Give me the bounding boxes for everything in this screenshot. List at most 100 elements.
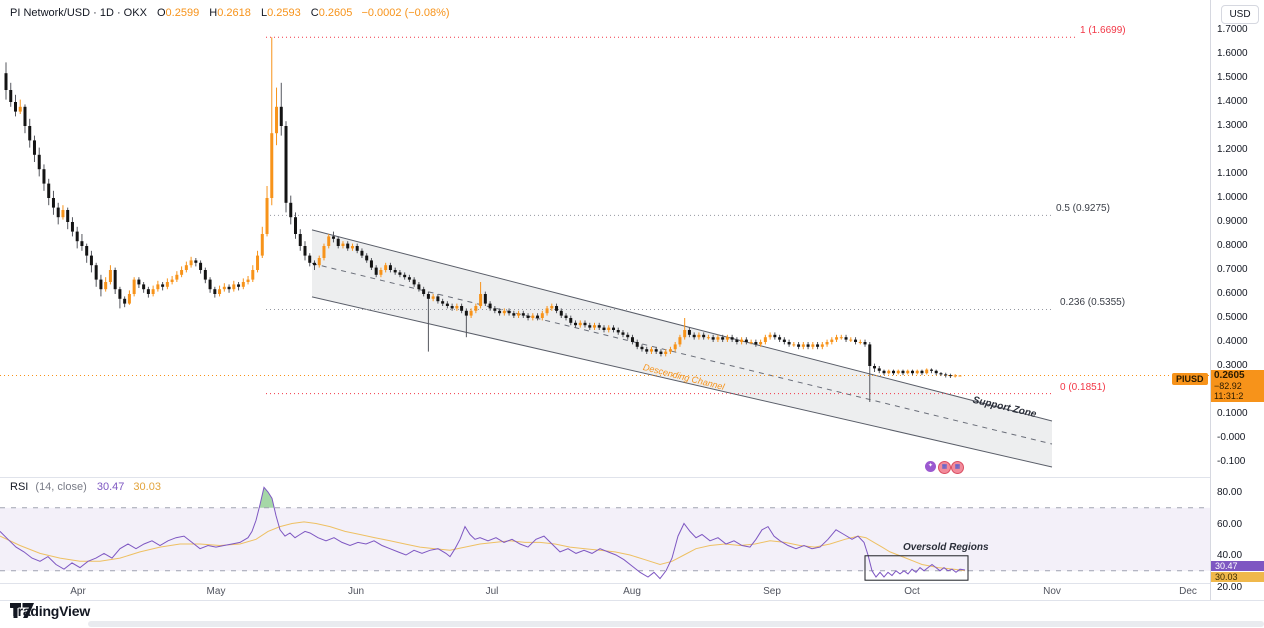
price-tick-label: 1.0000 xyxy=(1217,192,1248,203)
candle-body xyxy=(763,337,767,342)
red-emoji-sticker[interactable]: ▦ xyxy=(938,461,951,474)
oversold-rectangle[interactable] xyxy=(864,555,969,581)
candle-body xyxy=(635,342,639,347)
high-value: 0.2618 xyxy=(217,7,251,19)
candle-body xyxy=(80,241,84,246)
time-axis[interactable]: Apr May Jun Jul Aug Sep Oct Nov Dec xyxy=(0,583,1210,600)
candle-body xyxy=(118,289,122,299)
candle-body xyxy=(735,339,739,342)
candle-body xyxy=(75,231,79,242)
fib-level-label[interactable]: 0.5 (0.9275) xyxy=(1056,203,1110,215)
candle-body xyxy=(626,334,630,338)
open-label: O xyxy=(156,7,166,19)
candle-body xyxy=(99,279,103,290)
candle-body xyxy=(289,202,293,218)
rsi-params: (14, close) xyxy=(35,481,87,493)
price-tick-label: -0.100 xyxy=(1217,456,1246,467)
purple-emoji-sticker[interactable]: ✦ xyxy=(925,461,936,472)
symbol-legend[interactable]: PI Network/USD · 1D · OKX O0.2599 H0.261… xyxy=(10,7,450,19)
oversold-regions-label[interactable]: Oversold Regions xyxy=(903,542,989,553)
channel-mid-line[interactable] xyxy=(311,262,1053,445)
time-tick-label: Nov xyxy=(1043,586,1061,597)
candle-body xyxy=(189,260,193,266)
candle-body xyxy=(218,289,222,294)
candle-body xyxy=(896,370,900,374)
channel-lower-line[interactable] xyxy=(311,296,1053,468)
time-tick-label: Aug xyxy=(623,586,641,597)
candle-body xyxy=(711,337,715,340)
fib-level-label[interactable]: 1 (1.6699) xyxy=(1080,25,1126,37)
price-tick-label: 0.6000 xyxy=(1217,288,1248,299)
tradingview-logo-icon xyxy=(10,603,34,618)
candle-body xyxy=(241,282,245,287)
candle-body xyxy=(132,279,136,294)
time-tick-label: Apr xyxy=(70,586,86,597)
candle-body xyxy=(687,330,691,335)
symbol-title[interactable]: PI Network/USD · 1D · OKX xyxy=(10,7,147,19)
candle-body xyxy=(873,366,877,369)
candle-body xyxy=(350,246,354,249)
candle-body xyxy=(308,255,312,263)
candle-body xyxy=(640,346,644,350)
candle-body xyxy=(312,262,316,266)
candle-body xyxy=(882,370,886,374)
pane-separator[interactable] xyxy=(0,477,1264,478)
candle-body xyxy=(649,349,653,352)
candle-body xyxy=(474,306,478,311)
candle-body xyxy=(697,334,701,338)
price-tick-label: 1.6000 xyxy=(1217,48,1248,59)
currency-toggle-button[interactable]: USD xyxy=(1221,5,1259,24)
candle-body xyxy=(863,342,867,345)
candle-body xyxy=(868,344,872,366)
candle-body xyxy=(137,279,141,285)
candle-body xyxy=(740,339,744,342)
rsi-last-value-badge: 30.47 xyxy=(1211,561,1264,571)
candle-body xyxy=(460,306,464,311)
candle-body xyxy=(426,294,430,299)
channel-fill[interactable] xyxy=(312,229,1052,468)
chart-canvas[interactable] xyxy=(0,0,1210,601)
candle-body xyxy=(953,375,957,377)
rsi-legend[interactable]: RSI (14, close) 30.47 30.03 xyxy=(10,481,161,493)
price-tick-label: 0.8000 xyxy=(1217,240,1248,251)
price-tick-label: 0.5000 xyxy=(1217,312,1248,323)
time-tick-label: Sep xyxy=(763,586,781,597)
fib-level-label[interactable]: 0.236 (0.5355) xyxy=(1060,297,1126,309)
candle-body xyxy=(858,342,862,343)
candle-body xyxy=(208,279,212,290)
candle-body xyxy=(346,243,350,249)
candle-body xyxy=(237,284,241,287)
candle-body xyxy=(901,370,905,374)
candle-body xyxy=(602,327,606,330)
candle-body xyxy=(66,210,70,222)
candle-body xyxy=(42,169,46,184)
candle-body xyxy=(445,303,449,306)
candle-body xyxy=(844,337,848,340)
candle-body xyxy=(417,284,421,290)
red-emoji-sticker[interactable]: ▦ xyxy=(951,461,964,474)
candle-body xyxy=(939,373,943,375)
candle-body xyxy=(369,260,373,268)
candle-body xyxy=(668,349,672,352)
fib-level-label[interactable]: 0 (0.1851) xyxy=(1060,381,1106,393)
candle-body xyxy=(797,344,801,347)
tradingview-logo[interactable]: TradingView xyxy=(10,603,90,619)
rsi-tick-label: 20.00 xyxy=(1217,581,1243,593)
candle-body xyxy=(479,294,483,306)
price-axis[interactable]: USD 1.7000 1.6000 1.5000 1.4000 1.3000 1.2000… xyxy=(1210,0,1264,600)
candle-body xyxy=(270,133,274,198)
candle-body xyxy=(754,342,758,345)
candle-body xyxy=(887,370,891,374)
candle-body xyxy=(569,318,573,323)
candle-body xyxy=(721,337,725,340)
candle-body xyxy=(303,246,307,256)
open-value: 0.2599 xyxy=(165,7,200,19)
candle-body xyxy=(180,270,184,275)
bottom-scrollbar[interactable] xyxy=(88,621,1264,627)
candle-body xyxy=(512,313,516,316)
candle-body xyxy=(820,344,824,347)
channel-upper-line[interactable] xyxy=(311,229,1053,422)
candle-body xyxy=(265,198,269,234)
candle-body xyxy=(384,265,388,270)
